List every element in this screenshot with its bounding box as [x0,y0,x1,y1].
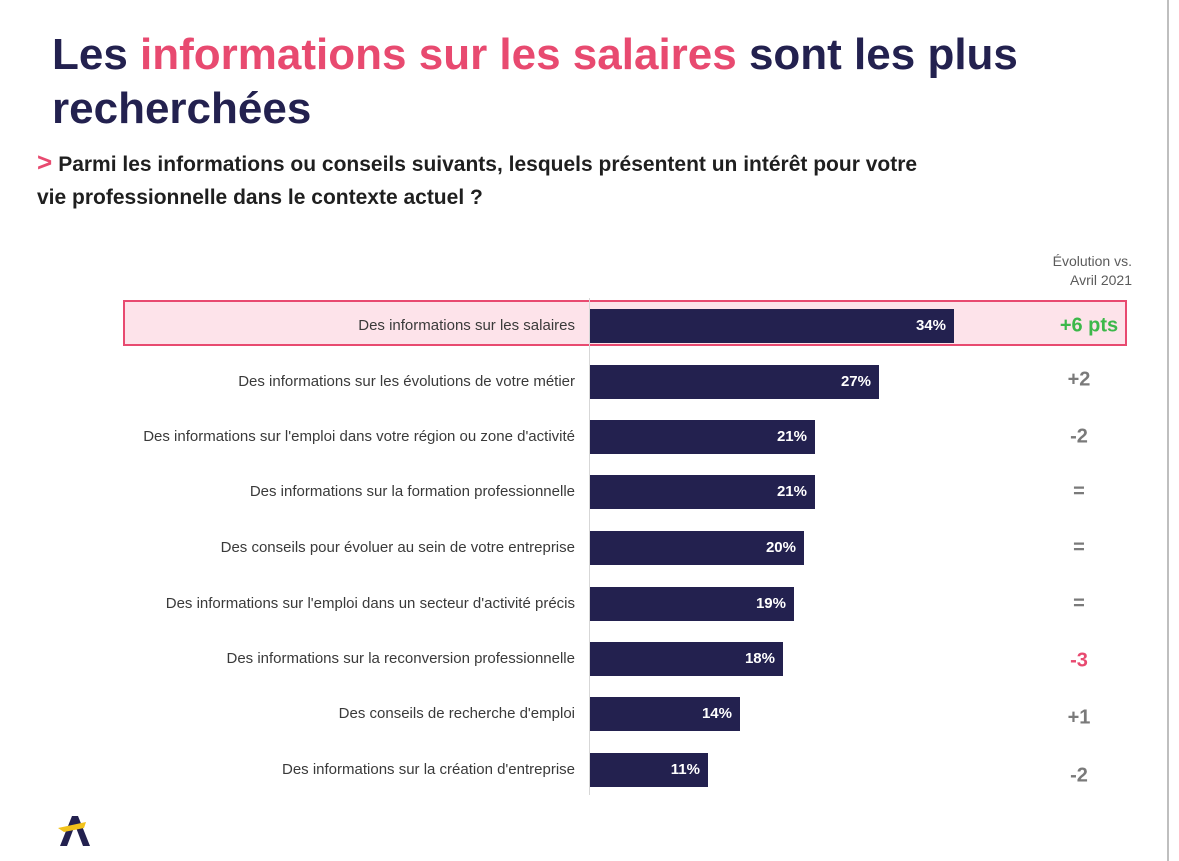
evolution-header-line-2: Avril 2021 [1069,272,1132,288]
category-label: Des informations sur les salaires [358,317,575,334]
chevron-right-icon: > [37,147,53,177]
evolution-value: -3 [1070,649,1088,672]
category-label: Des informations sur la création d'entre… [282,761,575,778]
evolution-value: +2 [1067,368,1091,391]
page-title: Les informations sur les salaires sont l… [52,28,1152,136]
category-label: Des informations sur l'emploi dans un se… [165,595,575,612]
title-part-2: sont les plus recherchées [52,30,1018,133]
category-label: Des conseils de recherche d'emploi [338,705,575,722]
bar: 20% [590,531,804,565]
survey-question: > Parmi les informations ou conseils suiv… [37,146,937,214]
evolution-header-line-1: Évolution vs. [1052,253,1132,269]
bar-value-label: 21% [776,483,807,500]
bar: 27% [590,365,879,399]
bar: 21% [590,475,815,509]
brand-logo-icon [58,816,90,846]
bar-value-label: 27% [840,373,871,390]
title-accent: informations sur les salaires [140,30,737,79]
bar: 14% [590,697,740,731]
bar-value-label: 19% [755,595,786,612]
chart-axis-line [589,298,590,795]
category-label: Des informations sur la reconversion pro… [226,650,575,667]
bar: 21% [590,420,815,454]
evolution-value: +6 pts [1059,314,1119,337]
category-label: Des informations sur les évolutions de v… [238,373,575,390]
bar: 18% [590,642,783,676]
bar: 19% [590,587,794,621]
bar: 11% [590,753,708,787]
page-right-border [1167,0,1169,861]
bar-value-label: 34% [915,317,946,334]
bar-value-label: 18% [744,650,775,667]
survey-question-text: Parmi les informations ou conseils suiva… [37,153,918,209]
evolution-value: -2 [1070,425,1088,448]
evolution-value: +1 [1067,706,1091,729]
category-label: Des conseils pour évoluer au sein de vot… [220,539,575,556]
evolution-column-header: Évolution vs. Avril 2021 [1000,252,1132,290]
bar-value-label: 14% [701,705,732,722]
evolution-value: -2 [1070,764,1088,787]
evolution-value: = [1073,480,1085,503]
category-label: Des informations sur la formation profes… [249,483,575,500]
title-part-1: Les [52,30,141,79]
evolution-value: = [1073,592,1085,615]
bar: 34% [590,309,954,343]
bar-value-label: 20% [765,539,796,556]
evolution-value: = [1073,536,1085,559]
category-label: Des informations sur l'emploi dans votre… [143,428,575,445]
bar-value-label: 11% [670,761,700,778]
bar-value-label: 21% [776,428,807,445]
